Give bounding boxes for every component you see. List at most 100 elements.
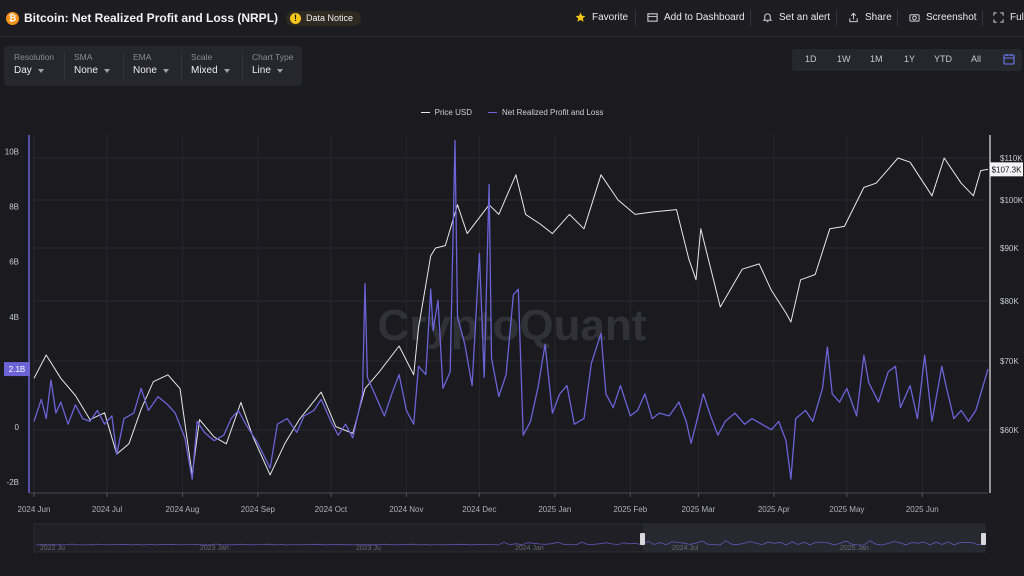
x-tick-label: 2025 May xyxy=(829,505,864,514)
x-tick-label: 2025 Jun xyxy=(906,505,939,514)
navigator-line xyxy=(35,540,985,546)
navigator-handle-right xyxy=(981,533,986,545)
nrpl-current-badge xyxy=(4,362,30,377)
navigator-label: 2023 Jan xyxy=(200,545,229,552)
bitcoin-icon: ₿ xyxy=(6,11,19,25)
resolution-select[interactable]: Resolution Day xyxy=(14,52,54,76)
chevron-down-icon xyxy=(37,68,44,73)
y-left-tick-label: 0 xyxy=(15,423,20,432)
legend-swatch xyxy=(420,111,430,114)
ema-label: EMA xyxy=(133,52,152,62)
x-tick-label: 2025 Mar xyxy=(681,505,715,514)
range-1m-button[interactable]: 1M xyxy=(870,54,883,64)
y-left-tick-label: 10B xyxy=(5,148,19,157)
fullscreen-icon xyxy=(993,12,1004,23)
y-left-tick-label: 8B xyxy=(9,203,19,212)
x-tick-label: 2024 Nov xyxy=(389,505,423,514)
x-tick-label: 2025 Apr xyxy=(758,505,790,514)
chart-type-select[interactable]: Chart Type Line xyxy=(252,52,293,76)
favorite-label: Favorite xyxy=(592,12,629,23)
divider xyxy=(897,10,898,26)
share-button[interactable]: Share xyxy=(848,12,892,23)
y-right-tick-label: $100K xyxy=(1000,196,1024,205)
x-tick-label: 2024 Dec xyxy=(462,505,496,514)
x-tick-label: 2025 Feb xyxy=(613,505,647,514)
y-left-tick-label: -2B xyxy=(7,478,19,487)
chart-legend: Price USD Net Realized Profit and Loss xyxy=(0,108,1024,117)
x-tick-label: 2024 Jul xyxy=(92,505,122,514)
navigator-label: 2024 Jan xyxy=(515,545,544,552)
chevron-down-icon xyxy=(276,68,283,73)
range-selector: 1D 1W 1M 1Y YTD All xyxy=(792,49,1022,71)
calendar-icon[interactable] xyxy=(1003,53,1015,65)
legend-swatch xyxy=(487,111,497,114)
chevron-down-icon xyxy=(223,68,230,73)
x-tick-label: 2024 Jun xyxy=(18,505,51,514)
resolution-label: Resolution xyxy=(14,52,55,62)
data-notice-badge[interactable]: ! Data Notice xyxy=(286,10,362,26)
scale-select[interactable]: Scale Mixed xyxy=(191,52,230,76)
favorite-button[interactable]: Favorite xyxy=(575,12,628,23)
screenshot-label: Screenshot xyxy=(926,12,977,23)
price-current-badge xyxy=(990,162,1023,177)
y-right-tick-label: $70K xyxy=(1000,357,1019,366)
divider xyxy=(982,10,983,26)
range-1y-button[interactable]: 1Y xyxy=(904,54,916,64)
resolution-value: Day xyxy=(14,65,32,76)
divider xyxy=(242,52,243,80)
navigator-label: 2023 Ju xyxy=(356,545,381,552)
chart-type-label: Chart Type xyxy=(252,52,294,62)
fullscreen-label: Full xyxy=(1010,12,1024,23)
scale-label: Scale xyxy=(191,52,213,62)
screenshot-button[interactable]: Screenshot xyxy=(909,12,977,23)
dashboard-icon xyxy=(647,13,658,22)
share-icon xyxy=(849,12,858,23)
legend-label-nrpl: Net Realized Profit and Loss xyxy=(501,108,604,117)
navigator-label: 2022 Ju xyxy=(40,545,65,552)
x-tick-label: 2024 Sep xyxy=(241,505,276,514)
legend-item-price[interactable]: Price USD xyxy=(420,108,472,117)
divider xyxy=(64,52,65,80)
price-usd-line xyxy=(33,157,989,476)
sma-select[interactable]: SMA None xyxy=(74,52,110,76)
star-icon xyxy=(575,12,586,22)
set-alert-button[interactable]: Set an alert xyxy=(762,12,830,23)
set-alert-label: Set an alert xyxy=(779,12,831,23)
chevron-down-icon xyxy=(103,68,110,73)
legend-item-nrpl[interactable]: Net Realized Profit and Loss xyxy=(487,108,604,117)
scale-value: Mixed xyxy=(191,65,218,76)
x-tick-label: 2025 Jan xyxy=(538,505,571,514)
range-1w-button[interactable]: 1W xyxy=(837,54,851,64)
sma-value: None xyxy=(74,65,98,76)
x-tick-label: 2024 Aug xyxy=(166,505,200,514)
navigator-selection xyxy=(643,524,985,552)
navigator-label: 2024 Jul xyxy=(672,545,699,552)
chevron-down-icon xyxy=(162,68,169,73)
y-right-tick-label: $80K xyxy=(1000,297,1019,306)
x-tick-label: 2024 Oct xyxy=(315,505,348,514)
y-left-tick-label: 6B xyxy=(9,258,19,267)
chart-controls: Resolution Day SMA None EMA None Scale M… xyxy=(4,46,302,86)
divider xyxy=(123,52,124,80)
add-to-dashboard-button[interactable]: Add to Dashboard xyxy=(647,12,745,23)
fullscreen-button[interactable]: Full xyxy=(993,12,1024,23)
divider xyxy=(635,10,636,26)
ema-select[interactable]: EMA None xyxy=(133,52,169,76)
y-right-tick-label: $90K xyxy=(1000,244,1019,253)
navigator-handle-left xyxy=(640,533,645,545)
range-1d-button[interactable]: 1D xyxy=(805,54,817,64)
sma-label: SMA xyxy=(74,52,93,62)
axes: 2024 Jun 2024 Jul 2024 Aug 2024 Sep 2024 Oct… xyxy=(4,135,1024,514)
range-all-button[interactable]: All xyxy=(971,54,982,64)
divider xyxy=(750,10,751,26)
nrpl-current-label: 2.1B xyxy=(9,365,25,374)
y-right-tick-label: $110K xyxy=(1000,154,1023,163)
page-title: Bitcoin: Net Realized Profit and Loss (N… xyxy=(24,11,279,25)
nrpl-line xyxy=(33,139,989,480)
y-right-tick-label: $60K xyxy=(1000,426,1019,435)
time-navigator[interactable]: 2022 Ju 2023 Jan 2023 Ju 2024 Jan 2024 Jul 20… xyxy=(33,523,986,553)
warning-icon: ! xyxy=(290,12,302,24)
range-ytd-button[interactable]: YTD xyxy=(934,54,952,64)
data-notice-label: Data Notice xyxy=(306,13,354,23)
